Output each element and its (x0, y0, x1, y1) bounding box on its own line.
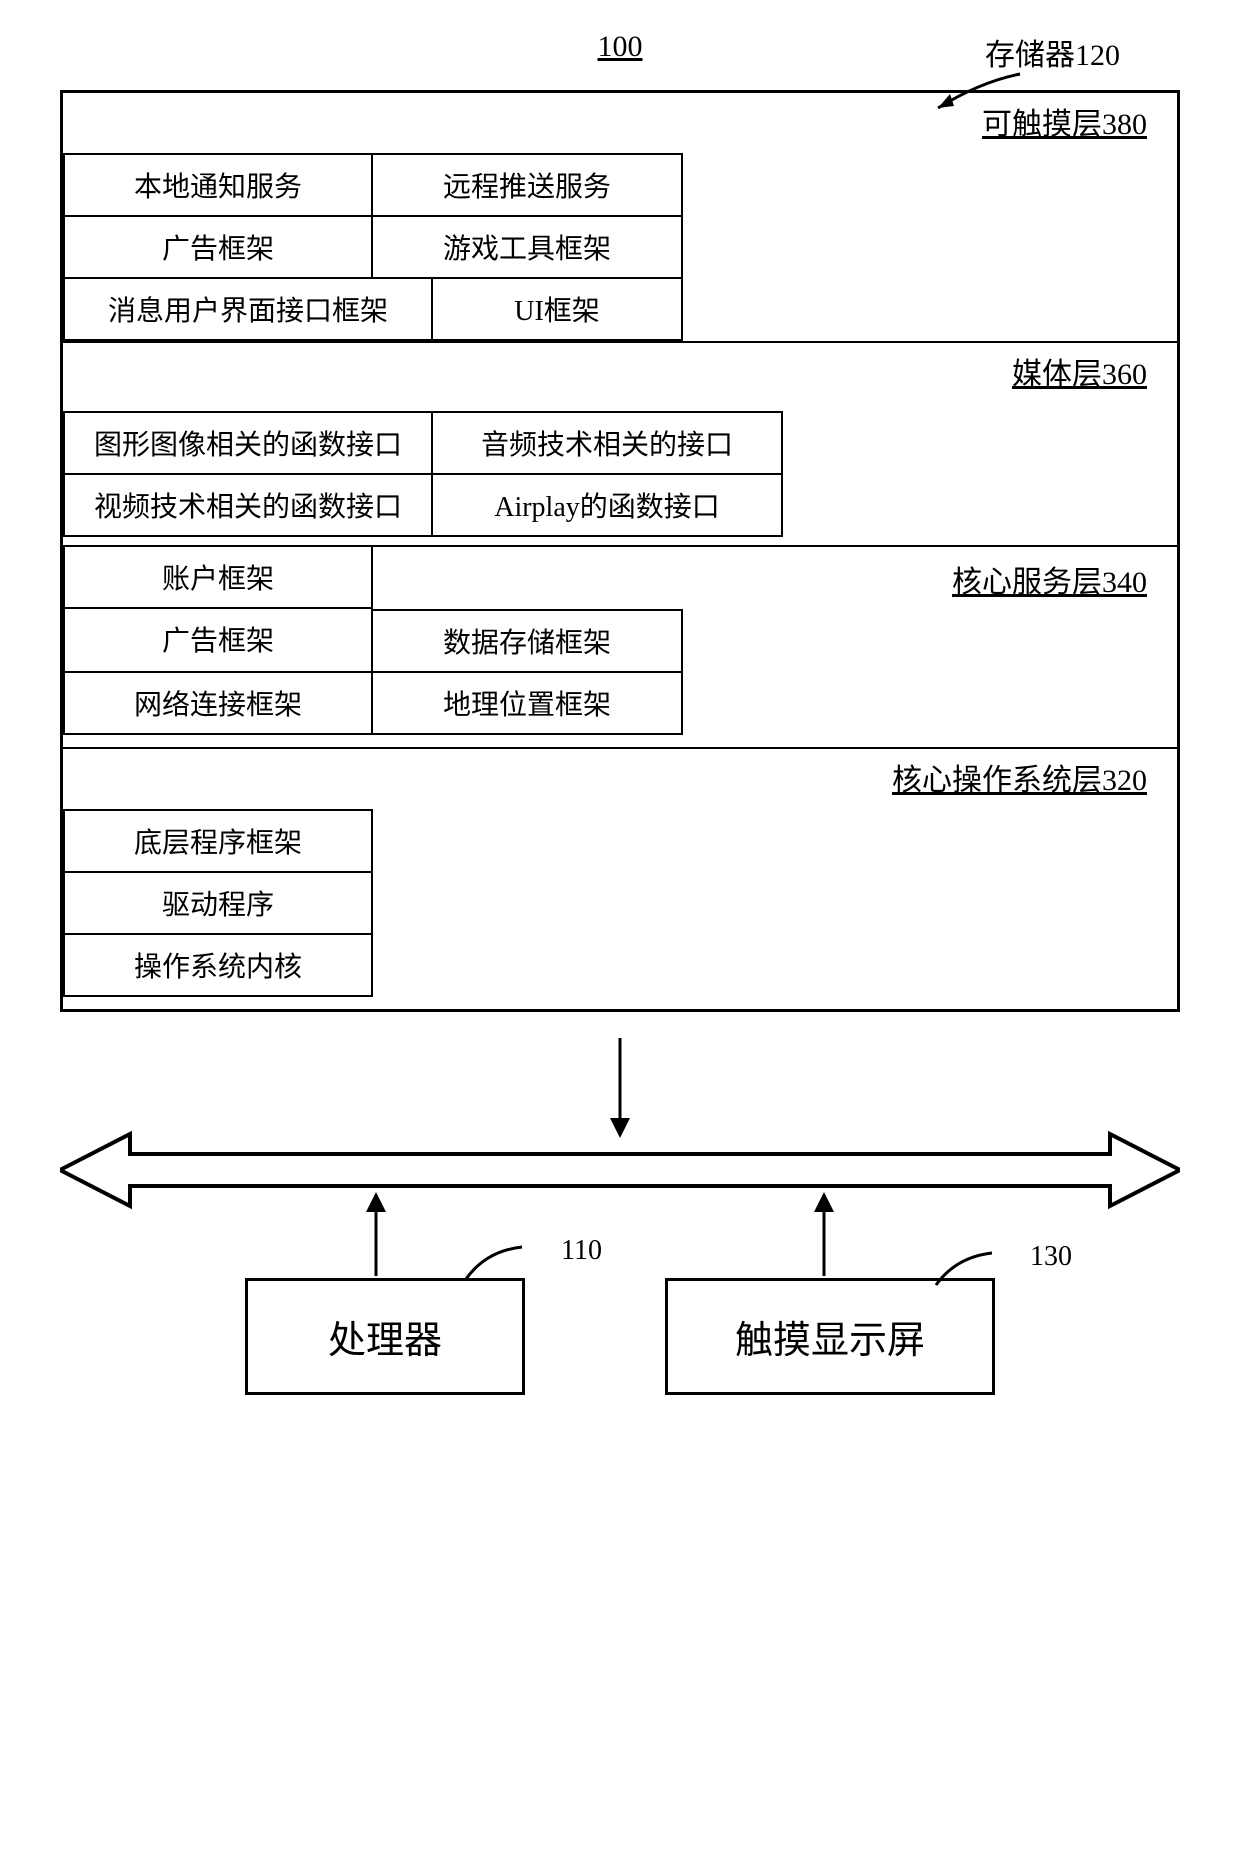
cell: UI框架 (433, 279, 683, 341)
processor-curve-icon (460, 1243, 540, 1287)
cell: 地理位置框架 (373, 673, 683, 735)
cell: 数据存储框架 (373, 609, 683, 673)
cell: 广告框架 (63, 217, 373, 279)
touchscreen-number: 130 (1030, 1241, 1072, 1273)
memory-box: 可触摸层380 本地通知服务 远程推送服务 广告框架 游戏工具框架 消息用户界面… (60, 90, 1180, 1012)
cell: Airplay的函数接口 (433, 475, 783, 537)
media-layer-title: 媒体层360 (63, 343, 1177, 403)
bus-section (60, 1038, 1180, 1268)
processor-box: 处理器 110 (245, 1278, 525, 1395)
cell: 远程推送服务 (373, 153, 683, 217)
up-arrow-icon (356, 1190, 396, 1276)
bus-arrow-icon (60, 1130, 1180, 1210)
core-service-layer: 账户框架 核心服务层340 广告框架 数据存储框架 网络连接框架 地理位置框架 (63, 545, 1177, 747)
cell: 网络连接框架 (63, 673, 373, 735)
cell: 本地通知服务 (63, 153, 373, 217)
touchscreen-box: 触摸显示屏 130 (665, 1278, 995, 1395)
touch-layer: 可触摸层380 本地通知服务 远程推送服务 广告框架 游戏工具框架 消息用户界面… (63, 93, 1177, 341)
figure-number: 100 (598, 30, 643, 64)
memory-label: 存储器120 (985, 30, 1120, 74)
touch-layer-title: 可触摸层380 (63, 93, 1177, 153)
cell: 操作系统内核 (63, 935, 373, 997)
processor-number: 110 (561, 1235, 602, 1267)
cell: 游戏工具框架 (373, 217, 683, 279)
cell: 底层程序框架 (63, 809, 373, 873)
core-os-layer-title: 核心操作系统层320 (63, 749, 1177, 809)
media-layer: 媒体层360 图形图像相关的函数接口 音频技术相关的接口 视频技术相关的函数接口… (63, 341, 1177, 545)
processor-label: 处理器 (328, 1320, 442, 1362)
cell: 音频技术相关的接口 (433, 411, 783, 475)
hardware-row: 处理器 110 触摸显示屏 130 (60, 1278, 1180, 1395)
cell: 驱动程序 (63, 873, 373, 935)
top-labels: 100 存储器120 (60, 30, 1180, 90)
cell: 图形图像相关的函数接口 (63, 411, 433, 475)
up-arrow-icon (804, 1190, 844, 1276)
core-service-layer-title: 核心服务层340 (952, 547, 1177, 611)
cell: 账户框架 (63, 547, 373, 609)
touchscreen-label: 触摸显示屏 (735, 1320, 925, 1362)
cell: 视频技术相关的函数接口 (63, 475, 433, 537)
core-os-layer: 核心操作系统层320 底层程序框架 驱动程序 操作系统内核 (63, 747, 1177, 1009)
down-arrow-icon (600, 1038, 640, 1142)
cell: 广告框架 (63, 609, 373, 673)
cell: 消息用户界面接口框架 (63, 279, 433, 341)
touchscreen-curve-icon (930, 1249, 1010, 1293)
